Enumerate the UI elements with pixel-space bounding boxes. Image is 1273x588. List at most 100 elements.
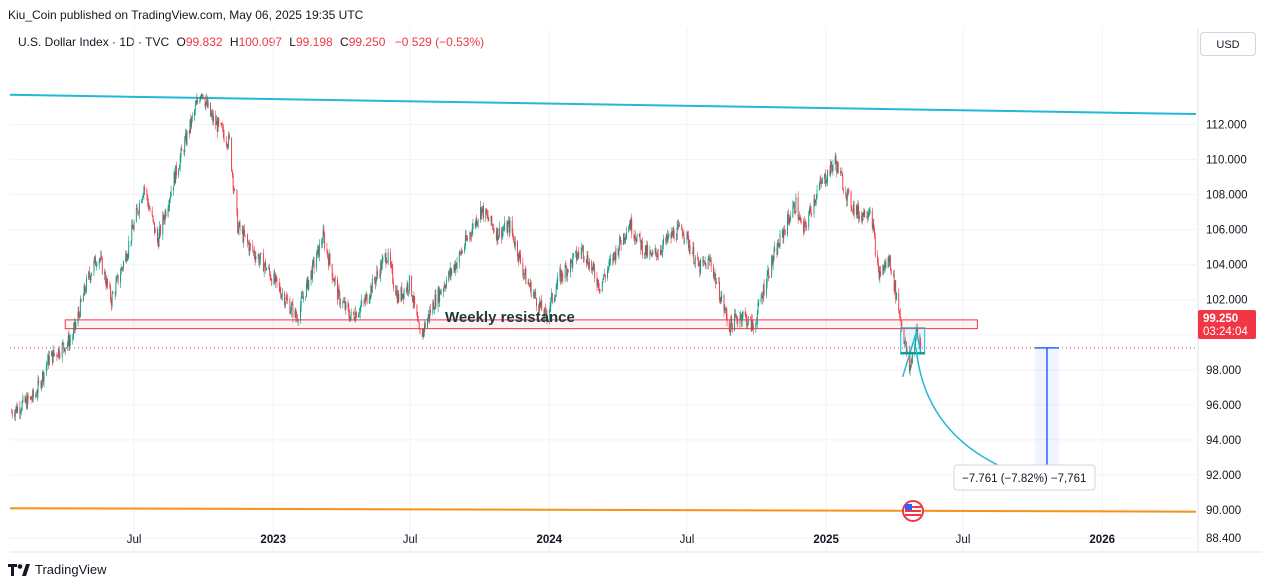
candle (837, 161, 839, 174)
candle-body (163, 219, 165, 221)
candle (523, 273, 525, 280)
candle (181, 144, 183, 152)
candle (624, 236, 626, 244)
candle (125, 250, 127, 263)
candle (909, 364, 911, 376)
candle-body (856, 205, 858, 215)
candle (736, 314, 738, 325)
candle-body (703, 260, 705, 263)
candle-body (206, 99, 208, 108)
candle (321, 238, 323, 249)
candle (299, 301, 301, 324)
candle-body (412, 300, 414, 303)
candle-body (218, 118, 220, 123)
candle-body (123, 261, 124, 269)
candle (442, 287, 444, 298)
flag-icon[interactable] (902, 500, 924, 522)
candle-body (220, 122, 222, 124)
candle-body (476, 222, 478, 225)
symbol-title[interactable]: U.S. Dollar Index · 1D · TVC (18, 35, 170, 49)
candle (244, 224, 245, 237)
candle (541, 295, 543, 312)
candle-body (242, 229, 244, 242)
candle (11, 409, 13, 419)
candle-body (893, 273, 895, 291)
candle-body (756, 323, 757, 325)
candle (54, 353, 56, 357)
candle (448, 270, 450, 283)
candle (152, 215, 154, 223)
candle (401, 282, 403, 302)
candle (178, 164, 180, 170)
candle (316, 249, 318, 259)
candle (460, 251, 462, 256)
candle-body (666, 234, 667, 242)
candle (805, 218, 807, 232)
candle-body (434, 294, 436, 310)
candle (58, 345, 60, 359)
candle (778, 243, 780, 248)
candle-body (486, 214, 488, 216)
candle (241, 225, 243, 235)
candle (514, 236, 516, 252)
candle-body (660, 249, 662, 252)
candle-body (269, 272, 271, 279)
last-price-badge: 99.250 03:24:04 (1198, 310, 1256, 339)
candle (869, 206, 871, 216)
candle (866, 211, 868, 219)
candle-body (694, 257, 696, 264)
candle-body (419, 328, 421, 334)
candle (142, 192, 144, 198)
candle-body (513, 235, 515, 243)
candle (374, 276, 376, 285)
candle (93, 258, 95, 277)
candle (750, 313, 752, 333)
candle-body (138, 213, 140, 214)
candle-body (753, 326, 754, 329)
candle (874, 232, 876, 258)
candle (527, 278, 529, 285)
candle-body (395, 286, 397, 296)
candle (511, 215, 513, 238)
candle (703, 260, 705, 265)
candle-body (561, 270, 563, 278)
candle (629, 219, 631, 230)
candle (310, 270, 312, 286)
candle-body (794, 212, 796, 213)
candle (810, 205, 812, 218)
candle-body (896, 293, 897, 300)
candle (244, 235, 246, 238)
candle (64, 347, 65, 353)
candle-body (771, 256, 773, 277)
candle (910, 354, 912, 370)
candle (355, 310, 357, 319)
candle-body (752, 320, 754, 327)
candle-body (380, 262, 382, 270)
candle (46, 363, 48, 371)
candle-body (549, 306, 551, 310)
candle-body (826, 180, 828, 183)
candle-body (719, 282, 720, 300)
candle-body (692, 247, 694, 254)
candle (766, 270, 768, 289)
candle (453, 264, 455, 273)
candle-body (747, 323, 748, 327)
candle-body (440, 291, 442, 295)
candle-body (629, 223, 631, 230)
candle (535, 288, 537, 299)
candle (586, 251, 588, 265)
candle-body (861, 215, 863, 222)
candle-body (700, 259, 702, 274)
currency-button[interactable]: USD (1200, 32, 1256, 56)
candle (688, 230, 689, 252)
candle-body (344, 301, 346, 310)
candle (725, 305, 727, 320)
candle (98, 257, 100, 270)
candle (576, 245, 577, 265)
candle (774, 241, 776, 252)
candle (16, 402, 18, 414)
candle-body (599, 289, 601, 292)
x-tick-label: 2025 (813, 534, 839, 546)
y-tick-label: 94.000 (1206, 435, 1241, 447)
